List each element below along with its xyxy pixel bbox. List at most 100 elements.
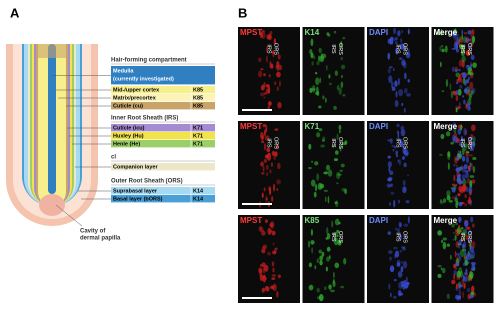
signal-dot	[464, 170, 469, 173]
signal-dot	[334, 218, 340, 226]
signal-dot	[395, 227, 397, 231]
signal-dot	[460, 49, 466, 57]
signal-dot	[334, 201, 338, 205]
signal-dot	[402, 260, 408, 269]
signal-dot	[326, 64, 328, 71]
signal-dot	[260, 34, 263, 39]
signal-dot	[341, 74, 343, 78]
signal-dot	[264, 264, 269, 272]
signal-dot	[388, 184, 391, 187]
signal-dot	[462, 36, 467, 44]
signal-dot	[267, 105, 270, 110]
signal-dot	[452, 122, 457, 130]
signal-dot	[452, 90, 456, 95]
signal-dot	[261, 29, 265, 33]
signal-dot	[387, 177, 392, 182]
signal-dot	[471, 28, 475, 35]
signal-dot	[263, 158, 267, 163]
signal-dot	[269, 30, 273, 36]
signal-dot	[462, 147, 465, 156]
row-swatch	[111, 102, 215, 110]
signal-dot	[464, 36, 470, 44]
signal-dot	[261, 262, 266, 267]
signal-dot	[259, 274, 264, 282]
signal-dot	[393, 199, 396, 208]
signal-dot	[336, 229, 340, 234]
signal-dot	[269, 187, 272, 196]
signal-dot	[265, 286, 270, 292]
signal-dot	[404, 72, 407, 80]
signal-dot	[344, 188, 348, 195]
signal-dot	[328, 284, 332, 290]
signal-dot	[402, 247, 406, 251]
signal-dot	[448, 200, 453, 203]
signal-dot	[387, 68, 391, 74]
signal-dot	[453, 174, 456, 182]
layer-annotation: IRS	[395, 232, 401, 242]
signal-dot	[314, 72, 318, 75]
signal-dot	[466, 252, 472, 261]
signal-dot	[325, 266, 328, 272]
signal-dot	[465, 37, 470, 43]
signal-dot	[399, 139, 403, 146]
signal-dot	[471, 89, 474, 95]
hair-shaft-top	[38, 44, 66, 58]
signal-dot	[454, 234, 457, 241]
signal-dot	[467, 199, 472, 205]
signal-dot	[265, 198, 268, 201]
row-marker: K14	[193, 196, 204, 202]
signal-dot	[472, 156, 477, 161]
signal-dot	[452, 238, 455, 241]
signal-dot	[271, 230, 276, 236]
signal-dot	[311, 88, 316, 91]
signal-dot	[264, 129, 266, 137]
signal-dot	[321, 53, 327, 59]
section-title: Outer Root Sheath (ORS)	[111, 179, 183, 185]
signal-dot	[397, 270, 403, 278]
signal-dot	[387, 231, 391, 235]
signal-dot	[455, 283, 458, 287]
signal-dot	[439, 201, 444, 205]
signal-dot	[466, 261, 470, 264]
signal-dot	[318, 47, 322, 54]
layer-annotation: ORS	[402, 231, 408, 243]
signal-dot	[405, 52, 411, 59]
signal-dot	[458, 289, 462, 297]
signal-dot	[331, 220, 334, 228]
signal-dot	[447, 151, 451, 158]
signal-dot	[319, 255, 324, 261]
signal-dot	[467, 178, 470, 182]
signal-dot	[392, 68, 395, 72]
signal-dot	[276, 61, 280, 68]
signal-dot	[403, 223, 409, 227]
signal-dot	[470, 216, 474, 223]
signal-dot	[439, 199, 443, 203]
signal-dot	[389, 256, 392, 261]
row-name: Matrix/precortex	[113, 95, 157, 101]
signal-dot	[465, 79, 470, 84]
signal-dot	[466, 151, 470, 154]
signal-dot	[471, 35, 476, 44]
signal-dot	[445, 131, 451, 137]
signal-dot	[274, 128, 279, 131]
signal-dot	[455, 69, 458, 73]
cavity-label: dermal papilla	[80, 236, 121, 242]
signal-dot	[265, 88, 270, 94]
signal-dot	[271, 274, 277, 277]
signal-dot	[340, 64, 346, 70]
signal-dot	[266, 251, 272, 256]
signal-dot	[465, 50, 471, 56]
signal-dot	[271, 196, 274, 202]
signal-dot	[456, 227, 462, 235]
signal-dot	[450, 141, 454, 145]
signal-dot	[469, 163, 473, 166]
signal-dot	[458, 255, 461, 262]
micrograph-signal	[387, 27, 411, 113]
signal-dot	[405, 200, 410, 204]
signal-dot	[266, 34, 272, 40]
micrograph	[238, 121, 300, 209]
signal-dot	[387, 155, 391, 159]
signal-dot	[310, 179, 316, 187]
signal-dot	[463, 285, 466, 289]
signal-dot	[458, 59, 463, 67]
